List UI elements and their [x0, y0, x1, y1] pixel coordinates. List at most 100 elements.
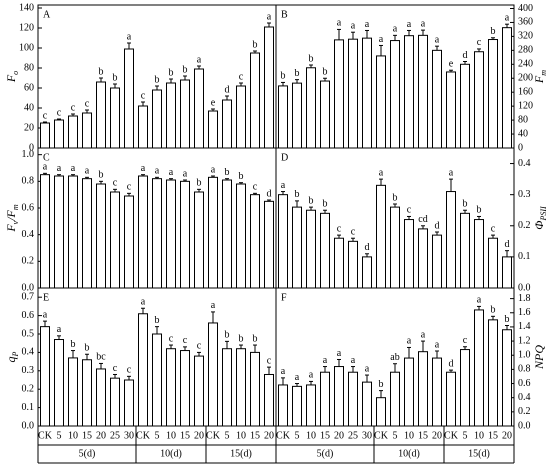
significance-letter: a [155, 166, 160, 177]
bar [250, 194, 260, 289]
significance-letter: d [435, 220, 440, 231]
bar [96, 81, 106, 149]
significance-letter: c [491, 223, 496, 234]
y-tick-label: 0.7 [22, 291, 35, 302]
significance-letter: e [449, 59, 454, 70]
significance-letter: a [351, 355, 356, 366]
y-tick-label: 160 [518, 86, 533, 97]
y-tick-label: 60 [24, 82, 34, 93]
y-tick-label: 0.6 [22, 202, 35, 213]
x-tick-label: 5 [225, 430, 230, 441]
bar [292, 82, 302, 149]
bar [404, 35, 414, 149]
bar [418, 34, 428, 149]
y-tick-label: 0.0 [518, 420, 531, 431]
bar [292, 385, 302, 427]
y-axis-label-part: F [4, 224, 18, 233]
significance-letter: a [57, 163, 62, 174]
bar [264, 26, 274, 149]
bar [362, 37, 372, 149]
y-axis-label: Fo [4, 71, 21, 83]
bar [110, 377, 120, 427]
group-label: 5(d) [79, 448, 96, 459]
x-tick-label: 10 [404, 430, 414, 441]
bar [348, 240, 358, 289]
x-tick-label: 25 [348, 430, 358, 441]
bar [390, 371, 400, 427]
bar [334, 39, 344, 149]
significance-letter: d [225, 84, 230, 95]
significance-letter: b [253, 39, 258, 50]
bar [236, 348, 246, 427]
y-tick-label: 20 [24, 122, 34, 133]
x-tick-label: CK [374, 430, 389, 441]
significance-letter: a [267, 11, 272, 22]
x-tick-label: 30 [362, 430, 372, 441]
significance-letter: e [211, 97, 216, 108]
bar [194, 191, 204, 289]
x-tick-label: 15 [488, 430, 498, 441]
bar [278, 85, 288, 149]
bar [180, 180, 190, 289]
significance-letter: b [309, 195, 314, 206]
significance-letter: a [407, 336, 412, 347]
bar [222, 348, 232, 427]
bar [166, 179, 176, 289]
bar [236, 183, 246, 289]
significance-letter: b [169, 67, 174, 78]
bar [68, 175, 78, 289]
bar [292, 206, 302, 289]
bar [418, 228, 428, 289]
bar [222, 179, 232, 289]
significance-letter: a [197, 54, 202, 65]
significance-letter: a [71, 163, 76, 174]
bar [250, 52, 260, 149]
significance-letter: b [239, 333, 244, 344]
bar [488, 39, 498, 149]
bar [180, 350, 190, 427]
bar [208, 322, 218, 427]
bar [54, 119, 64, 149]
y-tick-label: 0.2 [22, 383, 35, 394]
y-tick-label: 40 [518, 128, 528, 139]
significance-letter: a [211, 300, 216, 311]
y-tick-label: 0.5 [22, 328, 35, 339]
significance-letter: b [491, 26, 496, 37]
bar [390, 206, 400, 289]
significance-letter: a [351, 21, 356, 32]
bar [236, 85, 246, 149]
x-tick-label: 20 [432, 430, 442, 441]
significance-letter: b [477, 205, 482, 216]
significance-letter: a [505, 12, 510, 23]
bar [54, 339, 64, 427]
significance-letter: b [155, 74, 160, 85]
significance-letter: c [127, 365, 132, 376]
x-tick-label: 25 [110, 430, 120, 441]
significance-letter: a [43, 309, 48, 320]
bar [348, 371, 358, 427]
y-tick-label: 0.1 [22, 402, 35, 413]
x-tick-label: CK [38, 430, 53, 441]
bar [82, 112, 92, 149]
x-tick-label: 5 [57, 430, 62, 441]
group-label: 15(d) [230, 448, 252, 459]
significance-letter: a [393, 24, 398, 35]
y-tick-label: 120 [518, 100, 533, 111]
y-axis-label-part: NPQ [532, 345, 546, 370]
y-tick-label: 0 [29, 142, 34, 153]
bar [460, 212, 470, 289]
group-label: 5(d) [317, 448, 334, 459]
y-axis-label-part: F [532, 75, 546, 84]
bar [488, 319, 498, 427]
x-tick-label: 15 [320, 430, 330, 441]
y-axis-label-part: m [539, 70, 548, 76]
bar [474, 51, 484, 149]
bar [278, 194, 288, 289]
bar [390, 40, 400, 149]
x-tick-label: 5 [463, 430, 468, 441]
bar [348, 38, 358, 149]
bar [68, 115, 78, 149]
y-tick-label: 120 [19, 22, 34, 33]
y-tick-label: 400 [518, 3, 533, 14]
bar [152, 178, 162, 289]
